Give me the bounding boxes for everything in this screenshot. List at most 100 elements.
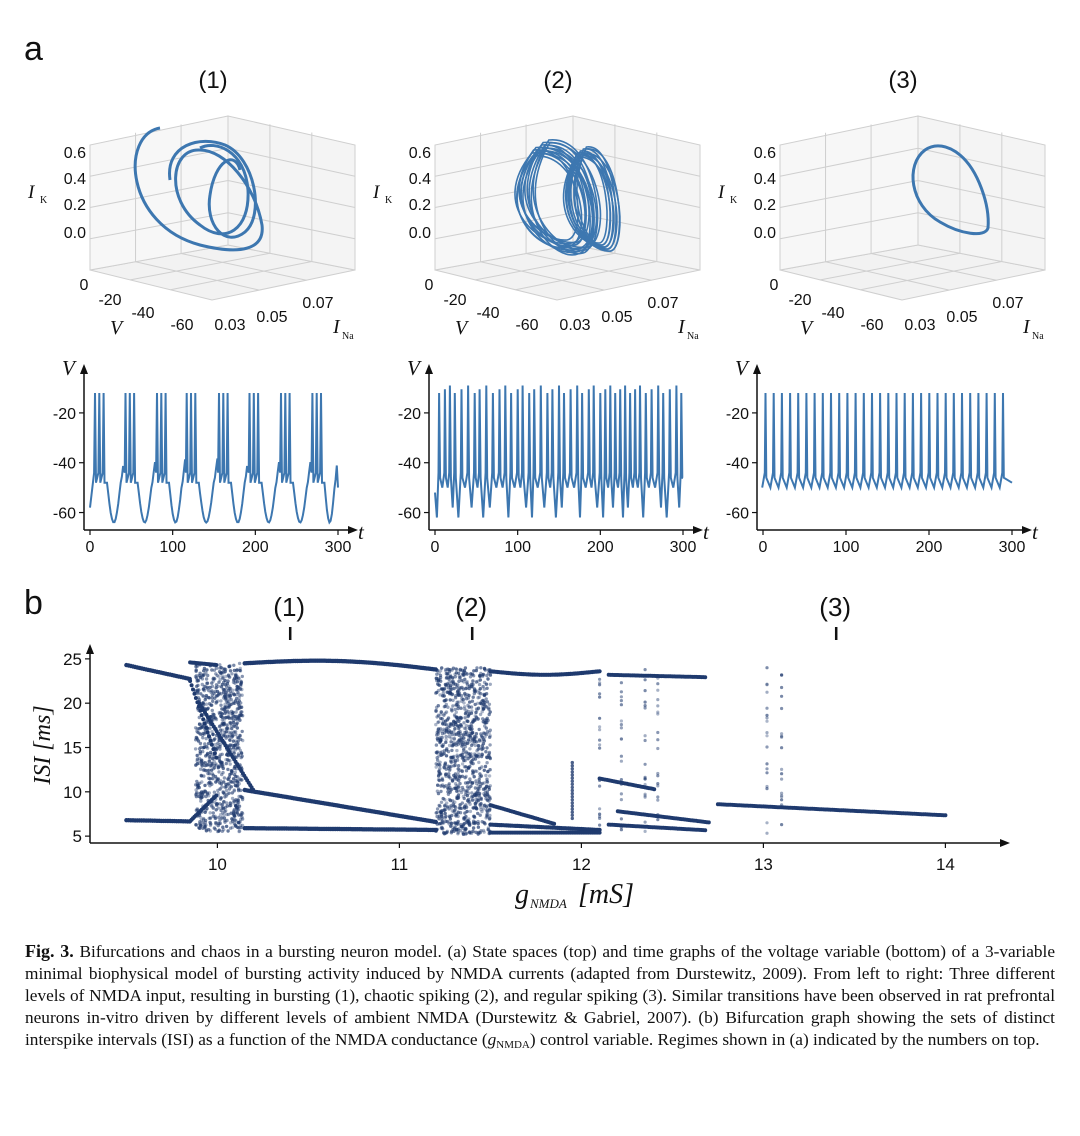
data-point [214,683,219,687]
data-point [443,804,447,808]
data-point [228,738,232,742]
data-point [471,770,475,774]
data-point [440,687,445,691]
data-point [234,805,239,810]
data-point [780,795,784,799]
data-point [435,668,440,673]
data-point [780,746,784,750]
data-point [209,768,214,772]
data-point [570,810,574,814]
data-point [221,770,225,775]
data-point [211,814,215,818]
data-point [240,674,244,679]
data-point [211,677,215,681]
data-point [480,747,484,751]
data-point [237,704,242,708]
data-point [235,726,239,730]
data-point [458,768,462,772]
data-point [210,708,214,713]
y-tick-label: -40 [53,456,76,473]
data-point [216,823,220,828]
data-point [208,664,212,668]
data-point [251,787,256,792]
data-point [197,756,202,761]
data-point [237,804,242,808]
data-point [435,758,440,762]
data-point [619,778,624,782]
x-tick-label: 200 [242,539,269,556]
data-point [466,791,471,796]
data-point [482,768,486,772]
data-point [216,821,221,825]
data-point [206,731,210,736]
data-point [485,746,489,750]
data-point [436,688,441,693]
data-point [195,727,199,731]
data-point [220,712,224,716]
data-point [225,812,229,817]
data-point [442,713,446,717]
data-point [232,663,236,667]
data-point [444,702,448,707]
data-point [656,710,660,714]
zaxis-tick-label: 0.2 [409,197,431,214]
data-point [447,775,451,780]
data-point [765,719,769,723]
data-point [206,771,210,776]
data-point [226,701,230,705]
data-point [619,699,624,703]
data-point [221,690,226,694]
data-point [458,675,462,680]
bifurcation-points [124,658,948,836]
data-point [197,722,202,726]
phase-portrait-title: (3) [888,67,917,94]
data-point [465,719,469,723]
data-point [478,687,482,691]
data-point [474,680,479,684]
data-point [488,768,492,772]
data-point [656,688,660,692]
data-point [240,687,244,692]
data-point [217,755,222,759]
attractor-2-trajectory [570,150,611,246]
data-point [229,731,233,735]
data-point [218,710,222,715]
data-point [468,802,472,806]
data-point [231,739,236,743]
data-point [230,791,234,795]
data-point [208,726,212,730]
vaxis-tick-label: -60 [170,317,193,334]
data-point [643,792,647,796]
data-point [213,827,218,831]
data-point [194,673,199,678]
grid-line [917,147,1046,177]
data-point [780,767,784,772]
data-point [462,670,466,674]
data-point [598,778,602,783]
data-point [461,743,465,747]
data-point [201,701,205,705]
data-point [229,771,234,776]
data-point [461,733,465,737]
data-point [439,789,443,794]
data-point [221,806,226,811]
data-point [443,831,447,835]
data-point [461,697,465,702]
y-axis-label: V [62,356,77,380]
y-axis-arrow [80,364,88,374]
data-point [486,677,490,681]
data-point [480,752,484,756]
data-point [485,729,490,734]
data-point [231,810,236,815]
data-point [481,742,486,746]
data-point [230,726,234,731]
data-point [209,740,213,744]
data-point [213,742,218,747]
data-point [202,760,206,765]
figure-canvas: (1)0.60.40.20.0I K0-20-40-60V 0.03 0.050.07… [27,67,1046,911]
data-point [455,715,459,720]
data-point [478,712,483,717]
data-point [214,820,218,825]
data-point [598,807,602,811]
data-point [204,803,208,807]
